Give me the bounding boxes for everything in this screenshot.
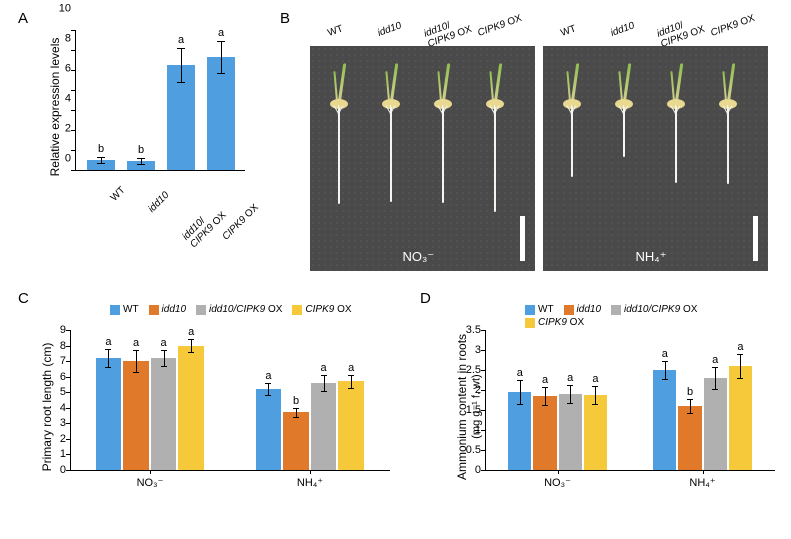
panel-c-label: C bbox=[18, 290, 29, 307]
panel-a-label: A bbox=[18, 10, 28, 27]
panel-c-chart: 0123456789Primary root length (cm)WTidd1… bbox=[70, 310, 390, 485]
panel-d-chart: 00.511.522.533.5Ammonium content in root… bbox=[485, 310, 775, 485]
photo-NO3: NO₃⁻ bbox=[310, 46, 535, 271]
panel-b-label: B bbox=[280, 10, 290, 27]
panel-a-chart: 02468101214Relative expression levelsbWT… bbox=[75, 30, 245, 205]
panel-d-label: D bbox=[420, 290, 431, 307]
photo-NH4: NH₄⁺ bbox=[543, 46, 768, 271]
